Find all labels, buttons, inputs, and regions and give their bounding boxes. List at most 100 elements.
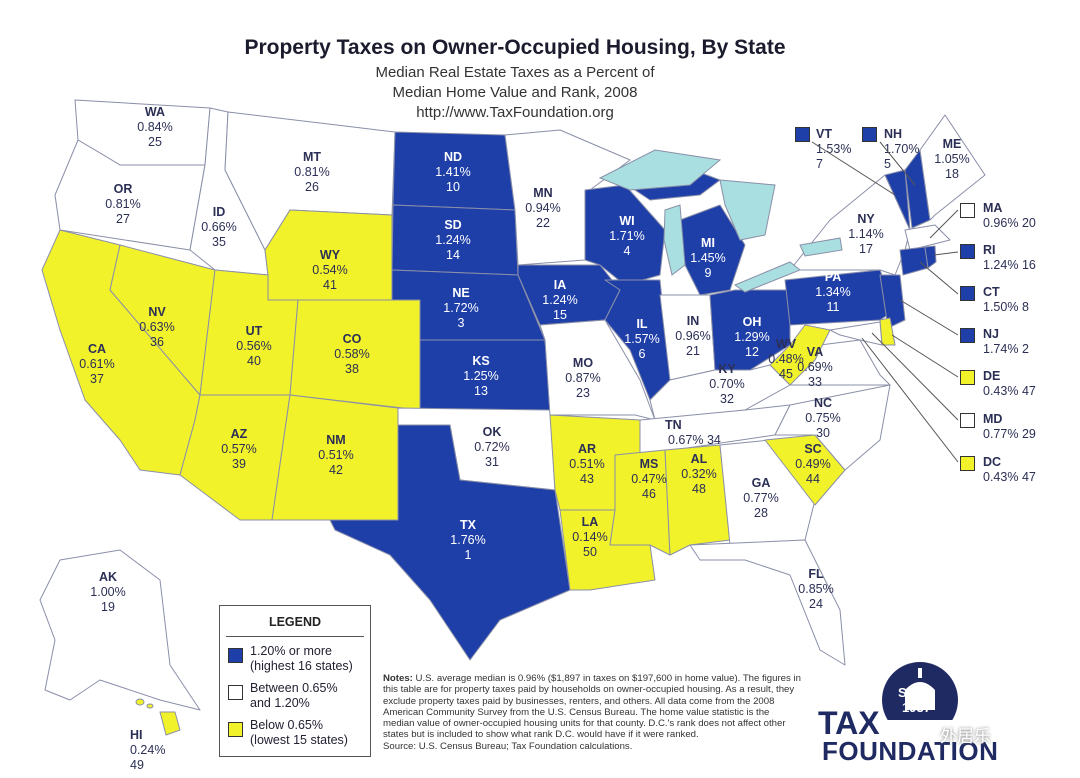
callout-dc: DC 0.43% 47 xyxy=(983,455,1036,484)
state-label-wa: WA 0.84% 25 xyxy=(137,105,173,149)
state-label-al: AL 0.32% 48 xyxy=(681,452,717,496)
state-shape-hi-islet-1 xyxy=(135,698,145,706)
state-label-nm: NM 0.51% 42 xyxy=(318,433,354,477)
state-label-nc: NC 0.75% 30 xyxy=(805,396,841,440)
notes-text: U.S. average median is 0.96% ($1,897 in … xyxy=(383,673,801,741)
state-label-ky: KY 0.70% 32 xyxy=(709,362,745,406)
callout-ma: MA 0.96% 20 xyxy=(983,201,1036,230)
legend-low-line1: Below 0.65% xyxy=(250,718,323,732)
map-title: Property Taxes on Owner-Occupied Housing… xyxy=(244,36,786,59)
callout-de: DE 0.43% 47 xyxy=(983,369,1036,398)
logo-year: 1937 xyxy=(902,700,931,715)
state-label-va: VA 0.69% 33 xyxy=(797,345,833,389)
lake-huron xyxy=(719,179,776,241)
state-label-ne: NE 1.72% 3 xyxy=(443,286,479,330)
state-label-me: ME 1.05% 18 xyxy=(934,137,970,181)
state-shape-ak xyxy=(39,549,201,711)
state-label-tx: TX 1.76% 1 xyxy=(450,518,486,562)
state-shape-ct xyxy=(899,246,929,276)
swatch-de xyxy=(960,370,975,385)
watermark: 外居乐 xyxy=(940,727,991,746)
map-url: http://www.TaxFoundation.org xyxy=(416,104,614,121)
state-label-ny: NY 1.14% 17 xyxy=(848,212,884,256)
state-label-in: IN 0.96% 21 xyxy=(675,314,711,358)
state-label-oh: OH 1.29% 12 xyxy=(734,315,770,359)
legend-high-line2: (highest 16 states) xyxy=(250,659,353,673)
state-label-or: OR 0.81% 27 xyxy=(105,182,141,226)
state-shape-me xyxy=(919,114,986,221)
map-subtitle-line1: Median Real Estate Taxes as a Percent of xyxy=(375,64,655,81)
callout-vt: VT 1.53% 7 xyxy=(816,127,852,171)
callout-ct: CT 1.50% 8 xyxy=(983,285,1029,314)
tax-foundation-logo-icon xyxy=(882,662,958,720)
state-label-sd: SD 1.24% 14 xyxy=(435,218,471,262)
state-shape-mo xyxy=(539,319,656,421)
state-label-wi: WI 1.71% 4 xyxy=(609,214,645,258)
state-label-co: CO 0.58% 38 xyxy=(334,332,370,376)
state-label-fl: FL 0.85% 24 xyxy=(798,567,834,611)
state-label-id: ID 0.66% 35 xyxy=(201,205,237,249)
logo-since: Since xyxy=(898,685,933,700)
legend-divider xyxy=(226,636,364,637)
state-label-mt: MT 0.81% 26 xyxy=(294,150,330,194)
state-label-pa: PA 1.34% 11 xyxy=(815,270,851,314)
state-label-sc: SC 0.49% 44 xyxy=(795,442,831,486)
state-shape-hi xyxy=(159,711,181,736)
callout-ri: RI 1.24% 16 xyxy=(983,243,1036,272)
legend-swatch-low xyxy=(228,722,243,737)
lake-superior xyxy=(598,149,722,191)
state-label-wv: WV 0.48% 45 xyxy=(768,337,804,381)
state-label-nv: NV 0.63% 36 xyxy=(139,305,175,349)
state-shape-fl xyxy=(689,539,846,666)
swatch-dc xyxy=(960,456,975,471)
state-label-tn: TN xyxy=(665,418,682,432)
logo-name-tax: TAX xyxy=(818,705,880,741)
state-label-mn: MN 0.94% 22 xyxy=(525,186,561,230)
notes: Notes: U.S. average median is 0.96% ($1,… xyxy=(383,673,803,752)
legend: LEGEND 1.20% or more (highest 16 states) … xyxy=(219,605,371,757)
state-label-ok: OK 0.72% 31 xyxy=(474,425,510,469)
state-label-hi: HI 0.24% 49 xyxy=(130,728,166,772)
lake-michigan xyxy=(663,204,686,276)
legend-low-line2: (lowest 15 states) xyxy=(250,733,348,747)
state-label-wy: WY 0.54% 41 xyxy=(312,248,348,292)
state-label-ia: IA 1.24% 15 xyxy=(542,278,578,322)
state-label-ms: MS 0.47% 46 xyxy=(631,457,667,501)
state-label-il: IL 1.57% 6 xyxy=(624,317,660,361)
swatch-nj xyxy=(960,328,975,343)
legend-swatch-mid xyxy=(228,685,243,700)
swatch-ri xyxy=(960,244,975,259)
legend-swatch-high xyxy=(228,648,243,663)
state-label-ar: AR 0.51% 43 xyxy=(569,442,605,486)
lake-erie xyxy=(733,261,801,293)
swatch-nh xyxy=(862,127,877,142)
state-label-tn-values: 0.67% 34 xyxy=(668,433,721,447)
map-subtitle-line2: Median Home Value and Rank, 2008 xyxy=(392,84,638,101)
legend-mid-line1: Between 0.65% xyxy=(250,681,338,695)
swatch-vt xyxy=(795,127,810,142)
callout-md: MD 0.77% 29 xyxy=(983,412,1036,441)
legend-mid-line2: and 1.20% xyxy=(250,696,310,710)
state-label-ks: KS 1.25% 13 xyxy=(463,354,499,398)
state-shape-al xyxy=(664,444,731,556)
swatch-md xyxy=(960,413,975,428)
swatch-ma xyxy=(960,203,975,218)
state-label-ak: AK 1.00% 19 xyxy=(90,570,126,614)
state-label-mo: MO 0.87% 23 xyxy=(565,356,601,400)
logo-name-foundation: FOUNDATION xyxy=(822,736,999,766)
legend-high-line1: 1.20% or more xyxy=(250,644,332,658)
swatch-ct xyxy=(960,286,975,301)
callout-nj: NJ 1.74% 2 xyxy=(983,327,1029,356)
state-label-ga: GA 0.77% 28 xyxy=(743,476,779,520)
state-label-la: LA 0.14% 50 xyxy=(572,515,608,559)
state-shape-hi-islet-2 xyxy=(146,703,154,709)
lake-ontario xyxy=(799,237,843,257)
state-label-mi: MI 1.45% 9 xyxy=(690,236,726,280)
notes-source: Source: U.S. Census Bureau; Tax Foundati… xyxy=(383,740,633,752)
state-label-nd: ND 1.41% 10 xyxy=(435,150,471,194)
legend-title: LEGEND xyxy=(268,615,322,629)
state-shape-ga xyxy=(719,439,816,546)
notes-label: Notes: xyxy=(383,673,413,684)
